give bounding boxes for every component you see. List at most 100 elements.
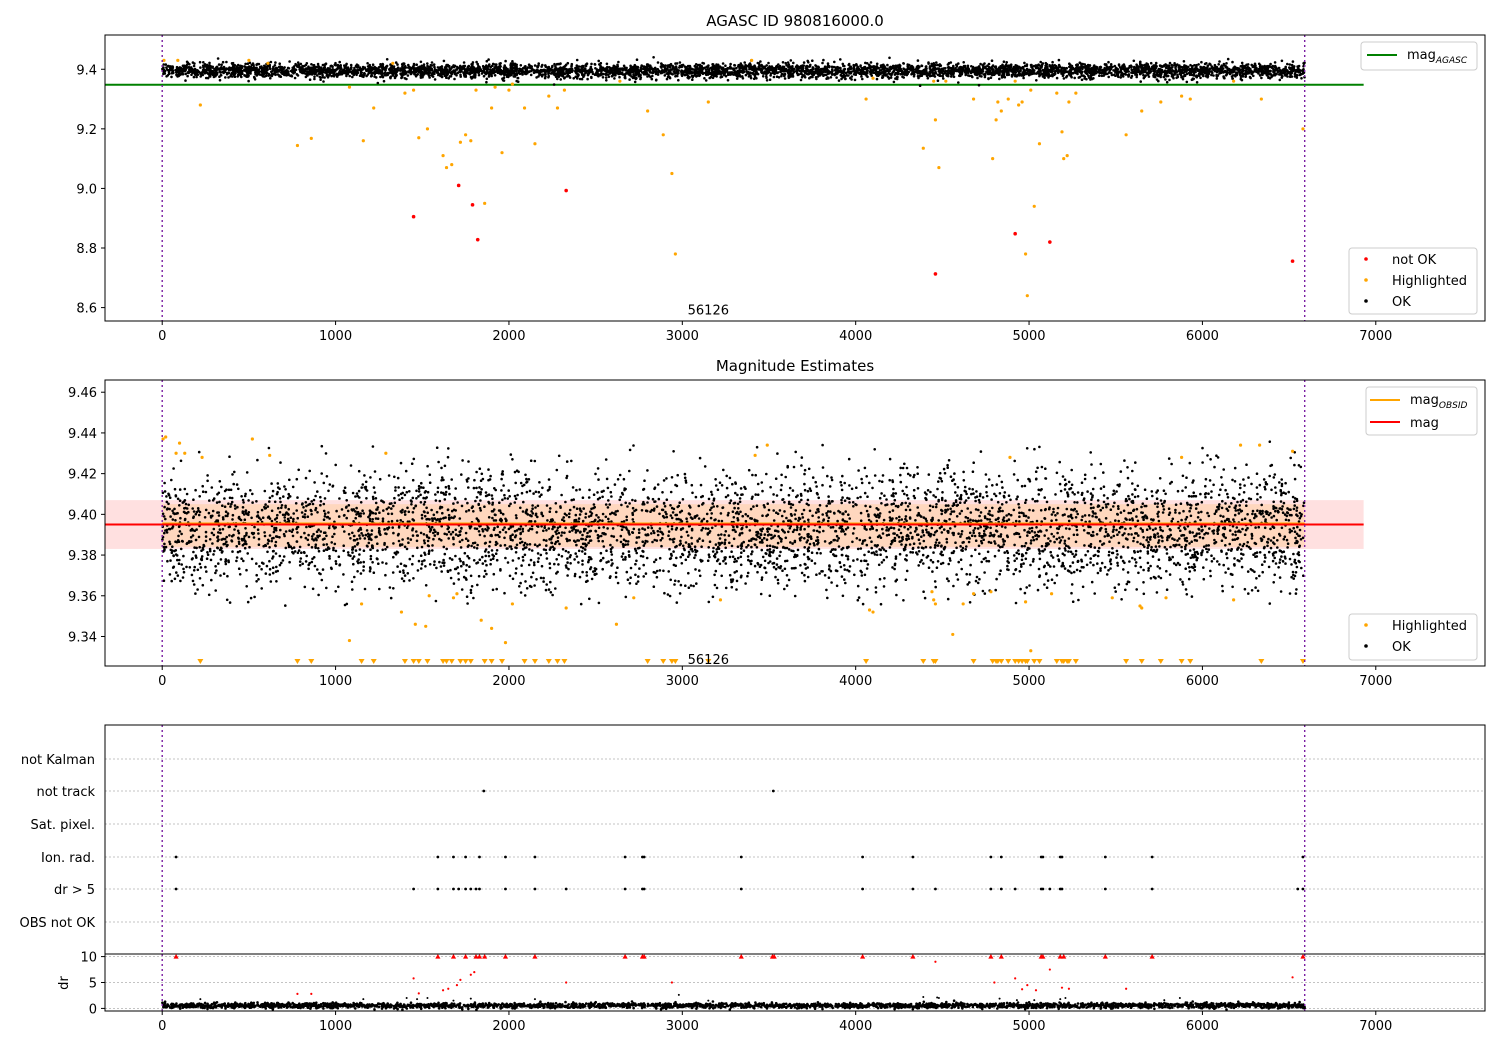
highlighted-triangle	[561, 659, 568, 664]
y-tick-label: 9.44	[68, 427, 97, 442]
highlighted-point	[555, 106, 560, 110]
highlighted-triangle	[410, 659, 417, 664]
legend-label: OK	[1392, 295, 1411, 310]
highlighted-point	[1258, 443, 1262, 447]
x-tick-label: 5000	[1012, 1019, 1045, 1034]
dr-large-point	[1034, 989, 1038, 992]
highlighted-point	[670, 171, 674, 176]
dr-large-point	[441, 989, 445, 992]
highlighted-triangle	[1005, 659, 1012, 664]
obsid-annotation: 56126	[688, 653, 729, 668]
highlighted-point	[295, 143, 300, 148]
highlighted-point	[425, 127, 430, 131]
highlighted-point	[999, 109, 1003, 113]
highlighted-point	[1188, 97, 1192, 101]
flag-point	[1013, 887, 1017, 891]
highlighted-triangle	[1053, 659, 1060, 664]
highlighted-triangle	[424, 659, 431, 664]
not-ok-points	[411, 183, 1295, 276]
highlighted-triangle	[554, 659, 561, 664]
legend-label: Highlighted	[1392, 274, 1467, 289]
y-tick-label: 9.34	[68, 630, 97, 645]
y-tick-label: 9.38	[68, 549, 97, 564]
flag-point	[533, 887, 537, 891]
highlighted-triangle	[644, 659, 651, 664]
dr-highlighted-point	[998, 997, 1001, 1000]
flag-point	[478, 855, 481, 859]
highlighted-point	[971, 97, 976, 101]
highlighted-triangle	[660, 659, 667, 664]
dr-highlighted-point	[922, 996, 925, 999]
flag-point	[1103, 855, 1107, 859]
dr-clipped-marker	[910, 953, 916, 959]
highlighted-triangle	[531, 659, 538, 664]
ok-points	[161, 56, 1306, 87]
highlighted-point	[673, 252, 677, 256]
highlighted-triangle	[705, 659, 712, 664]
highlighted-point	[1029, 88, 1033, 92]
legend-dot-red	[1364, 257, 1368, 261]
highlighted-point	[1232, 598, 1236, 602]
plot-frame	[104, 34, 1486, 322]
dr-clipped-marker	[1057, 953, 1063, 959]
dr-panel: 0 1000 2000 3000 4000 5000 6000 7000 0 5 10 dr	[57, 951, 1486, 1034]
dr-highlighted-point	[452, 999, 455, 1002]
highlighted-point	[646, 109, 650, 113]
highlighted-point	[1062, 157, 1066, 161]
y-tick-label: 9.4	[76, 63, 97, 78]
flag-point	[911, 855, 915, 859]
dr-clipped-marker	[1149, 953, 1155, 959]
dr-large-point	[934, 960, 937, 963]
flag-point	[861, 887, 865, 891]
dr-large-point	[455, 983, 459, 987]
highlighted-point	[451, 596, 456, 600]
highlighted-point	[1164, 596, 1168, 600]
highlighted-point	[372, 106, 376, 110]
highlighted-triangle	[1187, 659, 1194, 664]
dr-large-point	[1125, 987, 1128, 990]
not-ok-point	[475, 237, 480, 242]
flags-panel: not Kalman not track Sat. pixel. Ion. rad. d…	[20, 724, 1486, 955]
flag-row-label: Ion. rad.	[41, 851, 95, 866]
highlighted-triangle	[448, 659, 455, 664]
highlighted-triangle	[1031, 659, 1038, 664]
highlighted-triangle	[1258, 659, 1265, 664]
flag-point	[642, 855, 646, 859]
flag-point	[989, 887, 993, 891]
agasc-panel: AGASC ID 980816000.0 0 1000 2000 3000 4000 50…	[76, 12, 1486, 344]
highlighted-point	[441, 154, 445, 158]
y-tick-label: 5	[89, 977, 97, 992]
highlighted-point	[971, 592, 976, 596]
flag-row-label: not track	[36, 785, 95, 800]
legend-label: OK	[1392, 640, 1411, 655]
dr-large-point	[473, 971, 476, 974]
highlighted-point	[455, 592, 459, 596]
flag-point	[861, 855, 865, 859]
highlighted-point	[162, 58, 166, 62]
x-tick-label: 3000	[666, 329, 699, 344]
highlighted-point	[632, 596, 636, 600]
highlighted-point	[503, 640, 508, 645]
highlighted-point	[500, 151, 504, 155]
highlighted-point	[510, 602, 515, 606]
not-ok-point	[470, 203, 475, 207]
highlighted-triangle	[415, 659, 422, 664]
highlighted-point	[177, 441, 182, 445]
x-tick-label: 1000	[319, 329, 352, 344]
not-ok-point	[1013, 231, 1017, 236]
flag-point	[1301, 855, 1305, 859]
highlighted-point	[1238, 443, 1243, 447]
highlighted-point	[510, 82, 515, 86]
flag-row-label: dr > 5	[54, 883, 95, 898]
dr-highlighted-point	[1064, 997, 1067, 1000]
highlighted-point	[474, 88, 478, 92]
dr-large-point	[296, 992, 299, 996]
flag-point	[452, 855, 455, 859]
legend-label: mag	[1410, 416, 1439, 431]
dr-large-point	[310, 992, 313, 996]
highlighted-point	[1140, 606, 1144, 610]
highlighted-point	[469, 139, 473, 143]
flag-point	[482, 789, 486, 793]
highlighted-point	[1159, 100, 1163, 104]
highlighted-point	[427, 594, 431, 598]
